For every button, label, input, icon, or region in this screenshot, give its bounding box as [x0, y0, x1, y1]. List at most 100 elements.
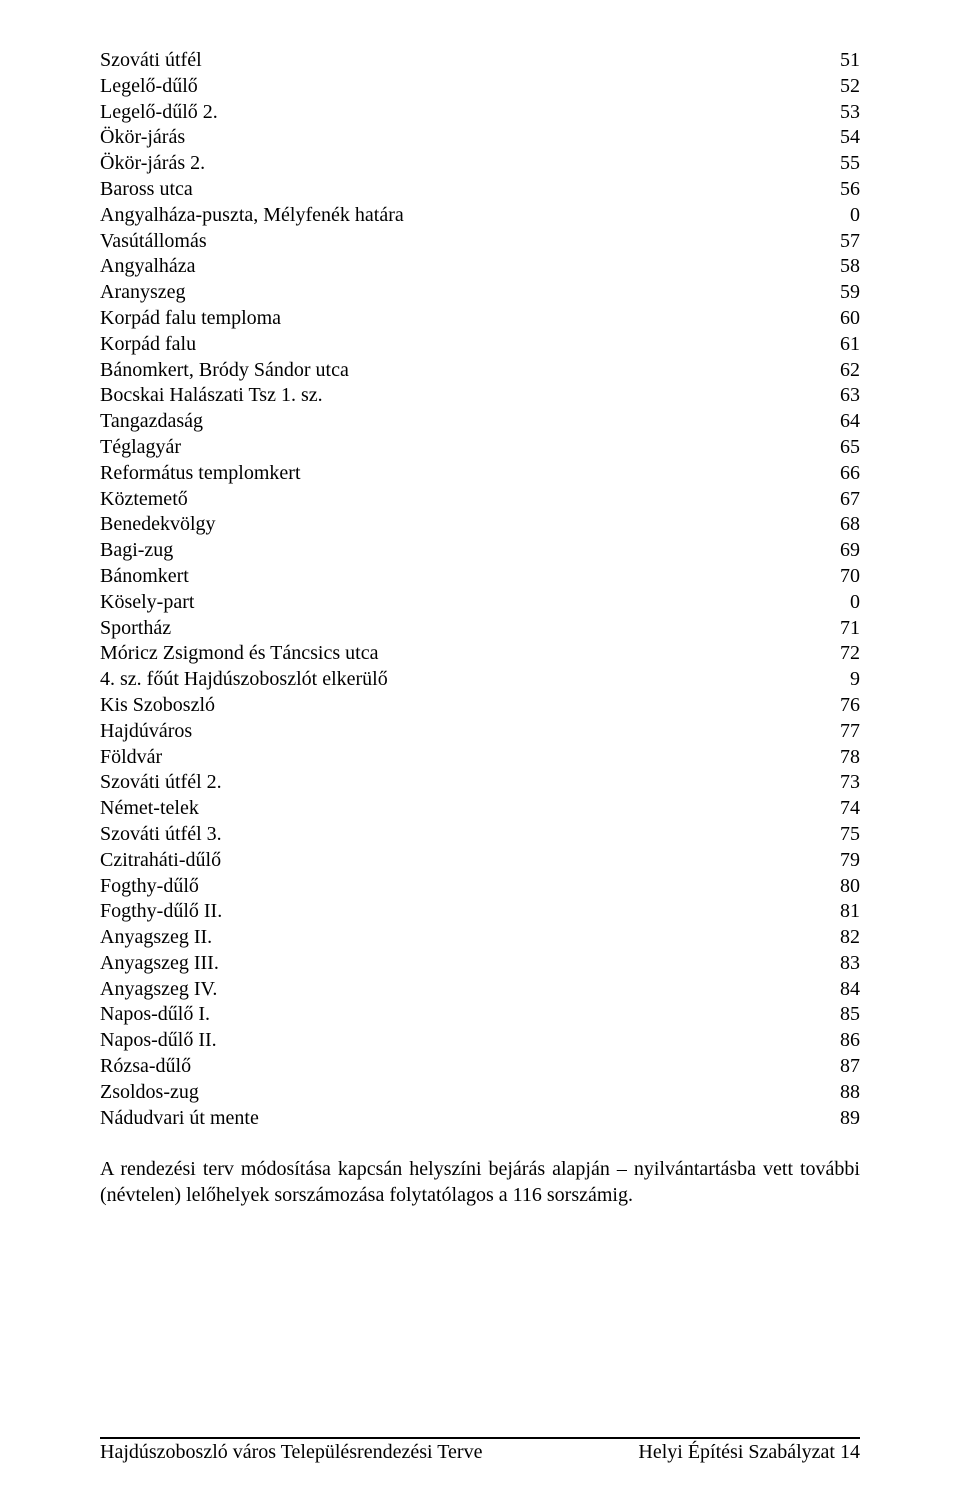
page-footer: Hajdúszoboszló város Településrendezési … [100, 1437, 860, 1464]
footer-rule [100, 1437, 860, 1439]
location-number: 57 [820, 229, 860, 255]
location-name: Német-telek [100, 796, 199, 822]
list-item: Református templomkert 66 [100, 461, 860, 487]
location-number: 0 [820, 203, 860, 229]
location-name: Legelő-dűlő [100, 74, 198, 100]
location-number: 64 [820, 409, 860, 435]
list-item: Köztemető 67 [100, 487, 860, 513]
list-item: Fogthy-dűlő II.81 [100, 899, 860, 925]
location-name: Korpád falu temploma [100, 306, 281, 332]
location-number: 74 [820, 796, 860, 822]
location-list: Szováti útfél51Legelő-dűlő52Legelő-dűlő … [100, 48, 860, 1131]
location-name: Zsoldos-zug [100, 1080, 199, 1106]
list-item: Aranyszeg59 [100, 280, 860, 306]
location-name: Tangazdaság [100, 409, 203, 435]
location-name: Kis Szoboszló [100, 693, 215, 719]
list-item: Kis Szoboszló76 [100, 693, 860, 719]
list-item: Bánomkert 70 [100, 564, 860, 590]
list-item: Fogthy-dűlő 80 [100, 874, 860, 900]
location-name: Nádudvari út mente [100, 1106, 259, 1132]
location-number: 88 [820, 1080, 860, 1106]
list-item: Szováti útfél51 [100, 48, 860, 74]
location-number: 82 [820, 925, 860, 951]
location-name: Bánomkert [100, 564, 189, 590]
list-item: Korpád falu 61 [100, 332, 860, 358]
location-number: 78 [820, 745, 860, 771]
footer-left-text: Hajdúszoboszló város Településrendezési … [100, 1441, 482, 1464]
list-item: Móricz Zsigmond és Táncsics utca72 [100, 641, 860, 667]
list-item: Rózsa-dűlő87 [100, 1054, 860, 1080]
location-number: 63 [820, 383, 860, 409]
list-item: Kösely-part 0 [100, 590, 860, 616]
location-name: Napos-dűlő I. [100, 1002, 210, 1028]
location-number: 52 [820, 74, 860, 100]
list-item: Bocskai Halászati Tsz 1. sz.63 [100, 383, 860, 409]
list-item: Czitraháti-dűlő 79 [100, 848, 860, 874]
location-number: 86 [820, 1028, 860, 1054]
location-name: Angyalháza-puszta, Mélyfenék határa [100, 203, 404, 229]
location-name: Napos-dűlő II. [100, 1028, 217, 1054]
list-item: Bagi-zug69 [100, 538, 860, 564]
list-item: Legelő-dűlő 2. 53 [100, 100, 860, 126]
location-name: Hajdúváros [100, 719, 192, 745]
location-name: Baross utca [100, 177, 193, 203]
location-name: Református templomkert [100, 461, 301, 487]
location-name: Földvár [100, 745, 162, 771]
list-item: Anyagszeg IV.84 [100, 977, 860, 1003]
location-number: 71 [820, 616, 860, 642]
location-name: Fogthy-dűlő [100, 874, 199, 900]
list-item: Szováti útfél 2.73 [100, 770, 860, 796]
location-number: 70 [820, 564, 860, 590]
location-name: Anyagszeg II. [100, 925, 212, 951]
list-item: Bánomkert, Bródy Sándor utca62 [100, 358, 860, 384]
location-number: 60 [820, 306, 860, 332]
location-number: 72 [820, 641, 860, 667]
location-name: Téglagyár [100, 435, 181, 461]
location-number: 65 [820, 435, 860, 461]
list-item: Napos-dűlő II. 86 [100, 1028, 860, 1054]
location-name: Köztemető [100, 487, 188, 513]
list-item: Ökör-járás54 [100, 125, 860, 151]
list-item: 4. sz. főút Hajdúszoboszlót elkerülő9 [100, 667, 860, 693]
location-name: Rózsa-dűlő [100, 1054, 191, 1080]
location-number: 85 [820, 1002, 860, 1028]
location-number: 79 [820, 848, 860, 874]
location-number: 58 [820, 254, 860, 280]
location-number: 61 [820, 332, 860, 358]
location-name: Kösely-part [100, 590, 194, 616]
location-number: 56 [820, 177, 860, 203]
location-name: Bagi-zug [100, 538, 173, 564]
list-item: Angyalháza58 [100, 254, 860, 280]
list-item: Benedekvölgy68 [100, 512, 860, 538]
list-item: Anyagszeg II. 82 [100, 925, 860, 951]
location-number: 62 [820, 358, 860, 384]
location-name: 4. sz. főút Hajdúszoboszlót elkerülő [100, 667, 388, 693]
location-number: 77 [820, 719, 860, 745]
location-name: Legelő-dűlő 2. [100, 100, 218, 126]
list-item: Anyagszeg III.83 [100, 951, 860, 977]
list-item: Hajdúváros 77 [100, 719, 860, 745]
location-number: 0 [820, 590, 860, 616]
location-number: 53 [820, 100, 860, 126]
location-number: 54 [820, 125, 860, 151]
location-name: Aranyszeg [100, 280, 186, 306]
list-item: Földvár 78 [100, 745, 860, 771]
location-name: Czitraháti-dűlő [100, 848, 221, 874]
list-item: Zsoldos-zug 88 [100, 1080, 860, 1106]
location-name: Sportház [100, 616, 171, 642]
location-name: Szováti útfél 2. [100, 770, 222, 796]
location-number: 55 [820, 151, 860, 177]
location-number: 68 [820, 512, 860, 538]
location-name: Ökör-járás 2. [100, 151, 205, 177]
location-number: 66 [820, 461, 860, 487]
location-number: 67 [820, 487, 860, 513]
list-item: Szováti útfél 3.75 [100, 822, 860, 848]
location-number: 83 [820, 951, 860, 977]
location-name: Szováti útfél 3. [100, 822, 222, 848]
location-name: Korpád falu [100, 332, 196, 358]
location-number: 80 [820, 874, 860, 900]
list-item: Korpád falu temploma 60 [100, 306, 860, 332]
location-number: 84 [820, 977, 860, 1003]
location-number: 51 [820, 48, 860, 74]
note-paragraph: A rendezési terv módosítása kapcsán hely… [100, 1157, 860, 1209]
